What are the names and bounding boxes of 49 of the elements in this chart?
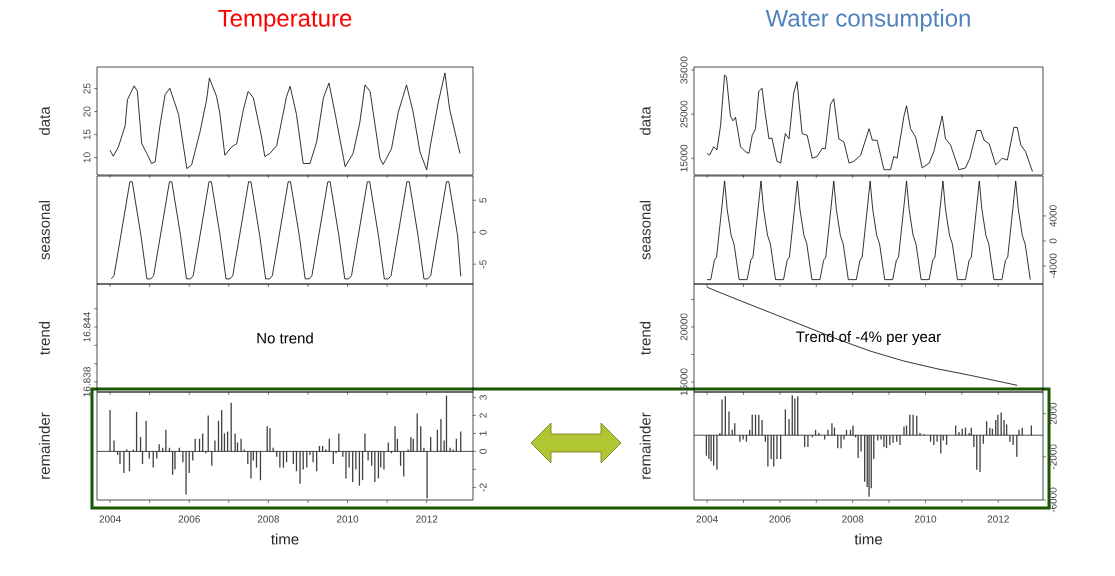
y-tick-label: -5 <box>479 260 487 269</box>
y-axis-title: seasonal <box>639 201 651 260</box>
y-axis-title: trend <box>639 321 651 355</box>
annotation: Trend of -4% per year <box>796 331 941 345</box>
y-tick-label: 20000 <box>680 313 688 341</box>
y-tick-label: 16.844 <box>83 312 91 342</box>
x-tick-label: 2010 <box>914 515 937 523</box>
y-tick-label: -6000 <box>1049 487 1057 513</box>
chart-title: Temperature <box>218 9 352 32</box>
y-tick-label: 2000 <box>1049 402 1057 425</box>
x-axis-title: time <box>271 533 299 545</box>
chart-title: Water consumption <box>765 9 970 32</box>
y-tick-label: -4000 <box>1049 253 1057 279</box>
x-tick-label: 2008 <box>257 515 280 523</box>
y-tick-label: 20 <box>83 106 91 117</box>
y-tick-label: 10 <box>83 152 91 163</box>
y-tick-label: 3 <box>479 395 487 400</box>
y-tick-label: 15 <box>83 129 91 140</box>
y-tick-label: 15000 <box>680 368 688 396</box>
y-axis-title: trend <box>38 321 50 355</box>
y-tick-label: 25000 <box>680 100 688 128</box>
y-tick-label: 0 <box>479 449 487 454</box>
y-tick-label: 4000 <box>1049 205 1057 227</box>
y-tick-label: 0 <box>479 229 487 235</box>
y-tick-label: 0 <box>1049 238 1057 244</box>
y-tick-label: -2 <box>479 483 487 492</box>
x-tick-label: 2010 <box>336 515 359 523</box>
y-tick-label: -2000 <box>1049 444 1057 470</box>
y-tick-label: 15000 <box>680 144 688 172</box>
y-tick-label: 5 <box>479 197 487 203</box>
y-axis-title: seasonal <box>38 201 50 260</box>
y-axis-title: data <box>639 106 651 135</box>
y-tick-label: 16.838 <box>83 367 91 397</box>
x-tick-label: 2012 <box>987 515 1009 523</box>
y-tick-label: 1 <box>479 431 487 436</box>
x-tick-label: 2006 <box>769 515 791 523</box>
y-axis-title: remainder <box>639 412 651 479</box>
y-tick-label: 25 <box>83 83 91 94</box>
x-tick-label: 2006 <box>178 515 200 523</box>
annotation: No trend <box>257 332 313 344</box>
x-axis-title: time <box>854 533 883 545</box>
y-tick-label: 35000 <box>680 56 688 84</box>
y-axis-title: remainder <box>38 412 50 479</box>
y-tick-label: 2 <box>479 413 487 418</box>
x-tick-label: 2012 <box>416 515 438 523</box>
y-axis-title: data <box>38 106 50 135</box>
x-tick-label: 2004 <box>99 515 121 523</box>
x-tick-label: 2004 <box>696 515 718 523</box>
x-tick-label: 2008 <box>842 515 864 523</box>
